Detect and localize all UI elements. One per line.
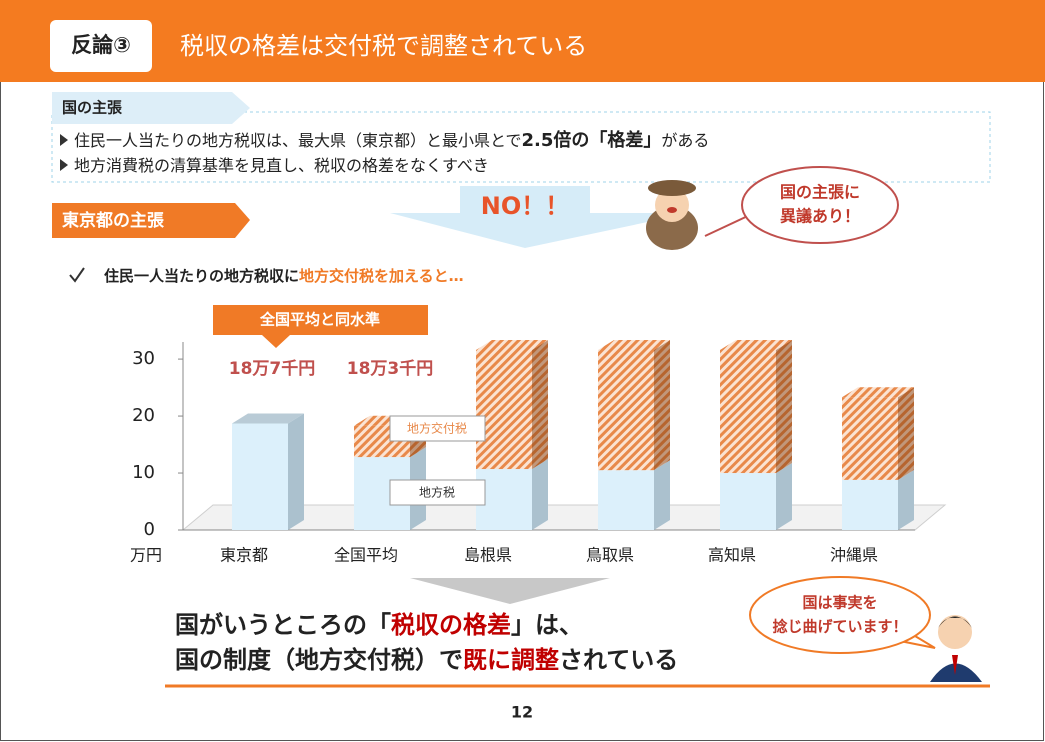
header-bar: [0, 0, 1045, 82]
bubble-text: 国は事実を: [802, 594, 877, 612]
bar-side-shade: [776, 463, 792, 530]
emphasis: 地方交付税を加えると…: [299, 267, 464, 285]
person-icon: [930, 615, 982, 682]
bar-side: [776, 339, 792, 474]
x-tick-label: 鳥取県: [586, 546, 634, 565]
page-number: 12: [511, 703, 533, 722]
amount-label: 18万7千円: [229, 359, 316, 379]
bar-side-shade: [654, 460, 670, 530]
legend-label: 地方税: [419, 485, 455, 500]
bar-side: [532, 459, 548, 530]
no-banner: NO！！: [481, 192, 570, 220]
badge-box: [50, 20, 152, 72]
bubble-text: 異議あり！: [780, 207, 860, 226]
check-line: 住民一人当たりの地方税収に地方交付税を加えると…: [104, 267, 464, 285]
callout-box: [213, 305, 428, 335]
text: 」は、: [511, 611, 583, 639]
emphasis: 既に調整: [463, 646, 559, 674]
objection-bubble: [741, 166, 899, 244]
bar-side: [532, 339, 548, 470]
text: がある: [661, 131, 709, 150]
slide-title: 税収の格差は交付税で調整されている: [180, 32, 587, 60]
claim-tab: [52, 92, 250, 124]
bar-segment: [598, 349, 654, 471]
y-tick-label: 30: [132, 348, 155, 369]
amount-label: 18万3千円: [347, 359, 434, 379]
x-tick-label: 島根県: [464, 546, 512, 565]
bar-segment: [842, 479, 898, 530]
text: 住民一人当たりの地方税収は、最大県（東京都）と最小県とで: [74, 131, 522, 150]
conclusion-line: 国がいうところの「税収の格差」は、: [175, 611, 583, 639]
bar-side-shade: [532, 459, 548, 530]
bar-top: [232, 413, 304, 424]
y-tick-label: 10: [132, 462, 155, 483]
bar-side: [654, 460, 670, 530]
claim-bullet: 地方消費税の清算基準を見直し、税収の格差をなくすべき: [74, 156, 489, 175]
bar-side: [288, 413, 304, 530]
x-tick-label: 全国平均: [334, 546, 398, 565]
text: 国がいうところの「: [175, 611, 391, 639]
bar-side: [776, 463, 792, 530]
x-tick-label: 東京都: [220, 546, 268, 565]
callout-tail: [262, 335, 290, 348]
bar-segment: [232, 423, 288, 530]
y-axis-label: 万円: [130, 546, 162, 565]
text: 住民一人当たりの地方税収に: [104, 267, 299, 285]
claim-bullet: 住民一人当たりの地方税収は、最大県（東京都）と最小県とで2.5倍の「格差」がある: [74, 129, 709, 151]
x-tick-label: 沖縄県: [830, 546, 878, 565]
bar-segment: [720, 473, 776, 530]
bar-segment: [598, 470, 654, 530]
bar-top: [598, 339, 670, 350]
bar-segment: [720, 349, 776, 474]
bar-top: [720, 339, 792, 350]
bar-segment: [842, 397, 898, 480]
legend-box: [389, 479, 486, 506]
claim-label: 国の主張: [62, 99, 123, 117]
bar-side-shade: [898, 469, 914, 530]
bar-segment: [476, 349, 532, 470]
x-tick-label: 高知県: [708, 546, 756, 565]
emphasis: 税収の格差: [391, 611, 511, 639]
text: されている: [559, 646, 678, 674]
bullet-marker: [60, 159, 68, 171]
tokyo-tab: [52, 203, 250, 238]
detective-icon: [646, 180, 698, 250]
claim-box: [51, 111, 991, 183]
bar-side-shade: [532, 339, 548, 470]
text: 国の制度（地方交付税）で: [175, 646, 463, 674]
y-tick-label: 20: [132, 405, 155, 426]
bar-side-shade: [288, 413, 304, 530]
y-tick-label: 0: [144, 519, 155, 540]
fact-bubble: [749, 576, 931, 654]
bar-side-shade: [776, 339, 792, 474]
bubble-text: 捻じ曲げています！: [772, 618, 907, 636]
no-arrow: [390, 186, 690, 248]
conclusion-line: 国の制度（地方交付税）で既に調整されている: [175, 646, 678, 674]
callout: 全国平均と同水準: [259, 311, 380, 329]
bullet-marker: [60, 134, 68, 146]
badge: 反論③: [71, 33, 131, 57]
legend-label: 地方交付税: [407, 421, 467, 436]
legend-box: [389, 415, 486, 442]
bar-side: [654, 339, 670, 471]
bubble-tail: [704, 213, 753, 237]
tokyo-label: 東京都の主張: [62, 210, 165, 231]
bar-side-shade: [654, 339, 670, 471]
bar-top: [476, 339, 548, 350]
bar-side-shade: [898, 387, 914, 480]
bar-side: [898, 387, 914, 480]
text: 地方消費税の清算基準を見直し、税収の格差をなくすべき: [74, 156, 489, 175]
check-mark: [69, 267, 85, 283]
bubble-text: 国の主張に: [780, 183, 860, 202]
bar-top: [842, 387, 914, 398]
down-arrow: [410, 578, 610, 604]
bar-side: [898, 469, 914, 530]
emphasis: 2.5倍の「格差」: [522, 129, 662, 151]
